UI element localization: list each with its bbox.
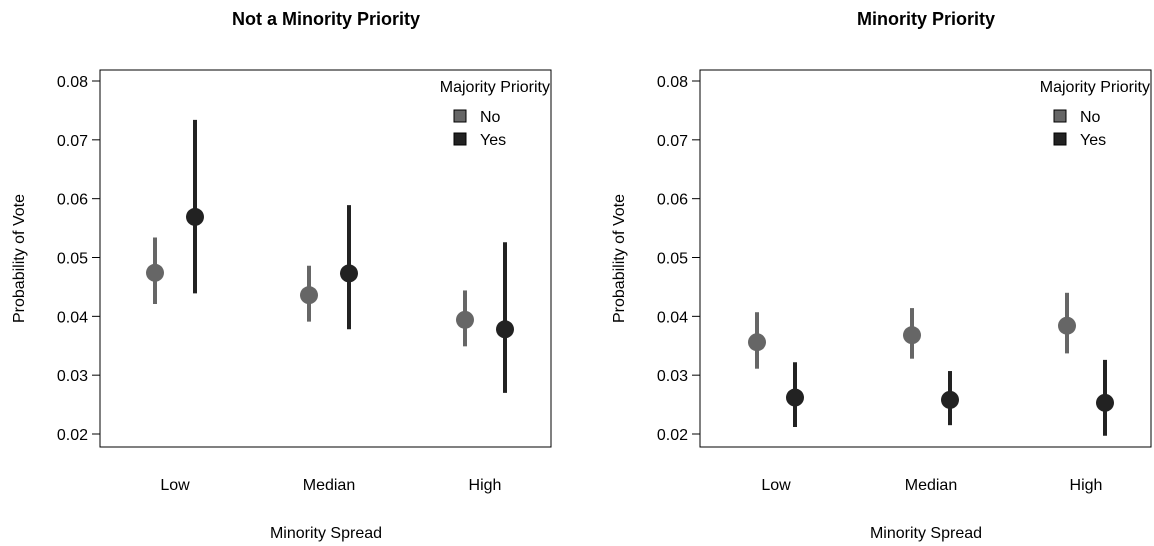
panel-1: Not a Minority Priority 0.02 0.03 0.04 0.05 0… — [11, 9, 552, 542]
data-point — [1096, 393, 1114, 412]
data-point — [146, 263, 164, 282]
panel-2: Minority Priority 0.02 0.03 0.04 0.05 0.06 0.0… — [611, 9, 1152, 542]
y-tick-label: 0.04 — [57, 309, 88, 326]
legend-swatch — [453, 109, 467, 123]
x-tick-label: Low — [761, 477, 791, 494]
x-tick-label: Low — [160, 477, 190, 494]
y-axis-label: Probability of Vote — [11, 194, 28, 323]
y-tick-label: 0.05 — [57, 251, 88, 268]
panel-title: Minority Priority — [857, 9, 995, 29]
data-point — [748, 333, 766, 352]
legend-swatch — [1053, 132, 1067, 146]
data-point — [1058, 316, 1076, 335]
data-point — [941, 390, 959, 409]
legend-label: Yes — [1080, 132, 1106, 149]
legend-label: No — [1080, 109, 1101, 126]
legend-swatch — [1053, 109, 1067, 123]
data-point — [496, 320, 514, 339]
y-tick-label: 0.02 — [57, 427, 88, 444]
data-point — [340, 264, 358, 283]
legend-swatch — [453, 132, 467, 146]
y-tick-label: 0.03 — [57, 368, 88, 385]
x-tick-label: High — [1070, 477, 1103, 494]
y-tick-label: 0.06 — [57, 192, 88, 209]
y-tick-label: 0.03 — [657, 368, 688, 385]
x-axis-label: Minority Spread — [270, 525, 382, 542]
y-tick-label: 0.07 — [57, 133, 88, 150]
y-tick-label: 0.06 — [657, 192, 688, 209]
plot-frame — [699, 69, 1152, 448]
data-point — [786, 388, 804, 407]
y-tick-label: 0.08 — [657, 74, 688, 91]
data-point — [903, 326, 921, 345]
y-tick-label: 0.02 — [657, 427, 688, 444]
data-point — [300, 286, 318, 305]
legend-title: Majority Priority — [440, 79, 550, 96]
legend-label: Yes — [480, 132, 506, 149]
y-tick-label: 0.05 — [657, 251, 688, 268]
y-tick-label: 0.07 — [657, 133, 688, 150]
y-tick-label: 0.08 — [57, 74, 88, 91]
y-axis-label: Probability of Vote — [611, 194, 628, 323]
legend: Majority Priority No Yes — [1040, 79, 1150, 149]
x-axis-label: Minority Spread — [870, 525, 982, 542]
legend-title: Majority Priority — [1040, 79, 1150, 96]
x-tick-label: Median — [303, 477, 355, 494]
legend: Majority Priority No Yes — [440, 79, 550, 149]
panel-title: Not a Minority Priority — [232, 9, 420, 29]
legend-label: No — [480, 109, 501, 126]
y-tick-label: 0.04 — [657, 309, 688, 326]
x-tick-label: High — [469, 477, 502, 494]
data-point — [186, 207, 204, 226]
plot-frame — [99, 69, 552, 448]
x-tick-label: Median — [905, 477, 957, 494]
data-point — [456, 310, 474, 329]
